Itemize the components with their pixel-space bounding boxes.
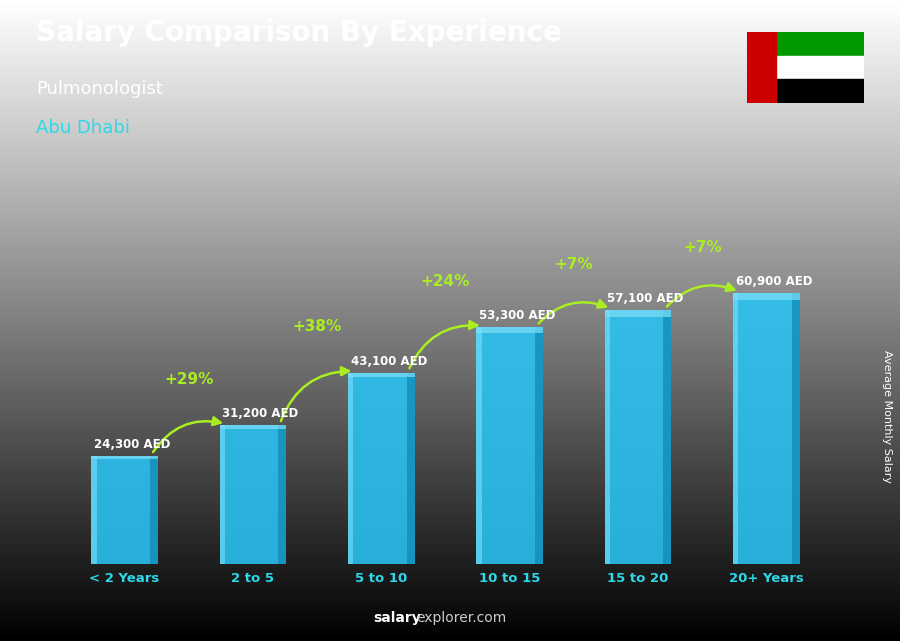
Text: +29%: +29% [164, 372, 213, 387]
Bar [91, 456, 158, 564]
Bar [348, 372, 354, 564]
Bar [792, 294, 800, 564]
Bar [91, 456, 158, 459]
Bar [733, 294, 800, 564]
Bar [747, 79, 864, 103]
Bar [663, 310, 671, 564]
Bar [747, 32, 864, 56]
Bar [476, 327, 482, 564]
Text: +38%: +38% [292, 319, 342, 334]
Bar [733, 294, 800, 300]
Text: 31,200 AED: 31,200 AED [222, 408, 299, 420]
Bar [476, 327, 543, 564]
Text: Pulmonologist: Pulmonologist [36, 80, 163, 98]
Bar [605, 310, 671, 564]
Bar [605, 310, 671, 317]
Bar [220, 426, 286, 564]
Text: 60,900 AED: 60,900 AED [735, 276, 812, 288]
Bar [220, 426, 225, 564]
Bar [91, 456, 96, 564]
Text: 24,300 AED: 24,300 AED [94, 438, 170, 451]
Bar [747, 56, 864, 79]
Bar [733, 294, 738, 564]
Text: 53,300 AED: 53,300 AED [479, 309, 555, 322]
Bar [150, 456, 158, 564]
Bar [220, 426, 286, 429]
Text: 43,100 AED: 43,100 AED [350, 354, 427, 367]
Text: salary: salary [374, 611, 421, 625]
Bar [747, 32, 776, 103]
Bar [605, 310, 610, 564]
Bar [407, 372, 415, 564]
Text: Salary Comparison By Experience: Salary Comparison By Experience [36, 19, 562, 47]
Text: explorer.com: explorer.com [417, 611, 507, 625]
Text: Abu Dhabi: Abu Dhabi [36, 119, 130, 137]
Bar [278, 426, 286, 564]
Text: +7%: +7% [683, 240, 722, 255]
Text: +24%: +24% [421, 274, 470, 289]
Text: 57,100 AED: 57,100 AED [608, 292, 684, 305]
Text: +7%: +7% [554, 257, 593, 272]
Bar [535, 327, 543, 564]
Bar [476, 327, 543, 333]
Text: Average Monthly Salary: Average Monthly Salary [881, 350, 892, 483]
Bar [348, 372, 415, 564]
Bar [348, 372, 415, 378]
